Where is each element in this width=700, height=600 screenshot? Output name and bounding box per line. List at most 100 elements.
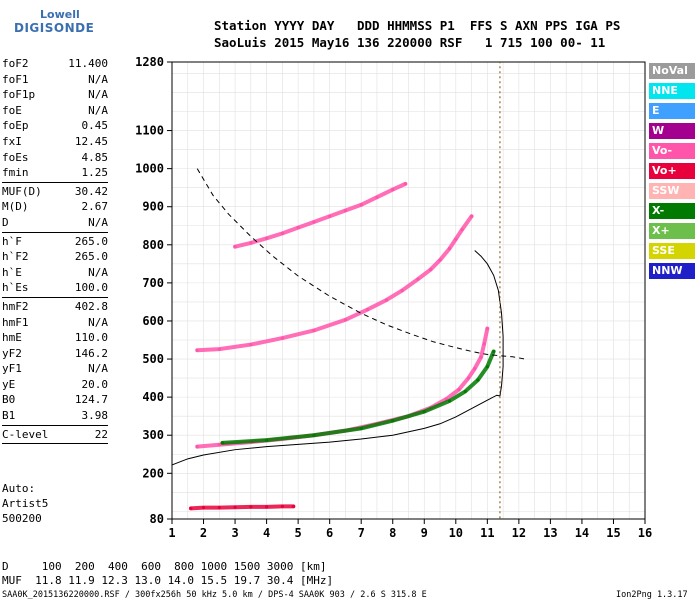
legend-item: Vo+ (649, 163, 695, 179)
echo-point (291, 504, 296, 509)
echo-point (482, 342, 486, 346)
echo-point (280, 504, 284, 509)
x-tick-label: 10 (449, 526, 463, 540)
y-tick-label: 1000 (135, 162, 164, 176)
echo-point (457, 387, 461, 392)
param-separator (2, 231, 108, 233)
digisonde-logo: Lowell DIGISONDE (2, 8, 107, 42)
echo-point (416, 277, 420, 281)
footer-version: Ion2Png 1.3.17 (616, 590, 688, 600)
echo-point (359, 426, 363, 430)
y-tick-label: 200 (142, 466, 164, 480)
param-value: 146.2 (74, 346, 108, 360)
param-value: 265.0 (74, 250, 108, 264)
echo-point (189, 506, 193, 510)
param-name: C-level (2, 427, 49, 441)
param-row: C-level 22 (2, 427, 108, 443)
param-value: 20.0 (81, 377, 109, 391)
param-row: foF1p N/A (2, 87, 108, 103)
echo-point (220, 441, 225, 445)
param-value: N/A (88, 103, 108, 117)
muf-curve-line (196, 168, 526, 360)
legend-item: W (649, 123, 695, 139)
legend-item: E (649, 103, 695, 119)
param-name: foE (2, 103, 22, 117)
param-value: 265.0 (74, 234, 108, 248)
param-row: B1 3.98 (2, 408, 108, 424)
x-tick-label: 13 (543, 526, 557, 540)
autoscale-line-3: 500200 (2, 512, 42, 525)
echo-point (201, 505, 206, 510)
echo-point (359, 203, 363, 207)
param-name: foF1 (2, 72, 29, 86)
param-name: fxI (2, 134, 22, 148)
param-row: hmE 110.0 (2, 330, 108, 346)
param-name: foF2 (2, 57, 29, 70)
y-tick-label: 1100 (135, 124, 164, 138)
echo-point (233, 505, 237, 509)
autoscale-block: Auto: Artist5 500200 (2, 481, 48, 526)
echo-point (492, 349, 496, 354)
param-value: 110.0 (74, 331, 108, 345)
param-row: h`E N/A (2, 265, 108, 281)
param-name: foEp (2, 119, 29, 133)
legend-item: X- (649, 203, 695, 219)
echo-point (217, 347, 221, 351)
param-row: foEs 4.85 (2, 150, 108, 166)
echo-point (312, 328, 316, 333)
param-row: hmF2 402.8 (2, 299, 108, 315)
param-row: foE N/A (2, 103, 108, 119)
echo-point (249, 505, 253, 509)
param-name: foF1p (2, 88, 36, 102)
echo-point (343, 208, 348, 213)
echo-point (249, 342, 253, 347)
echo-point (391, 419, 395, 423)
param-name: hmF2 (2, 299, 29, 313)
param-name: hmE (2, 331, 22, 345)
param-name: h`F2 (2, 250, 29, 264)
echo-point (479, 355, 483, 359)
echo-point (280, 231, 284, 235)
echo-trace-line (195, 214, 474, 353)
plot-frame (171, 61, 646, 520)
echo-trace-line (233, 181, 408, 249)
param-value: 11.400 (68, 57, 108, 70)
logo-text-digisonde: DIGISONDE (14, 21, 95, 35)
echo-point (463, 389, 467, 394)
x-tick-label: 14 (575, 526, 589, 540)
echo-point (265, 236, 269, 240)
param-name: MUF(D) (2, 184, 42, 198)
param-value: 1.25 (81, 166, 109, 180)
param-value: 4.85 (81, 150, 109, 164)
legend-item: NNE (649, 83, 695, 99)
echo-point (328, 214, 332, 218)
param-separator (2, 443, 108, 445)
param-name: h`F (2, 234, 22, 248)
legend-item: NNW (649, 263, 695, 279)
echo-trace-line (188, 504, 296, 511)
echo-point (195, 445, 199, 449)
param-row: h`F2 265.0 (2, 249, 108, 265)
param-name: yF1 (2, 362, 22, 376)
parameter-table: foF2 11.400 foF1 N/A foF1p N/A foE N/A foEp 0.45 f… (2, 56, 108, 445)
x-tick-label: 7 (358, 526, 365, 540)
param-name: B0 (2, 393, 16, 407)
echo-point (403, 182, 407, 186)
profile-curve-line (171, 394, 501, 466)
echo-point (447, 247, 452, 251)
y-tick-label: 1280 (135, 55, 164, 69)
echo-point (217, 505, 221, 510)
param-name: yE (2, 377, 16, 391)
echo-point (476, 378, 480, 382)
echo-point (265, 505, 269, 509)
echo-point (391, 187, 395, 192)
echo-point (485, 326, 489, 331)
autoscale-line-2: Artist5 (2, 497, 49, 510)
echo-point (233, 245, 237, 249)
x-tick-label: 2 (200, 526, 207, 540)
param-value: 0.45 (81, 119, 109, 133)
param-value: 3.98 (81, 409, 109, 423)
param-value: 30.42 (74, 184, 108, 198)
echo-point (375, 195, 379, 199)
header-row-2: SaoLuis 2015 May16 136 220000 RSF 1 715 … (214, 35, 606, 50)
